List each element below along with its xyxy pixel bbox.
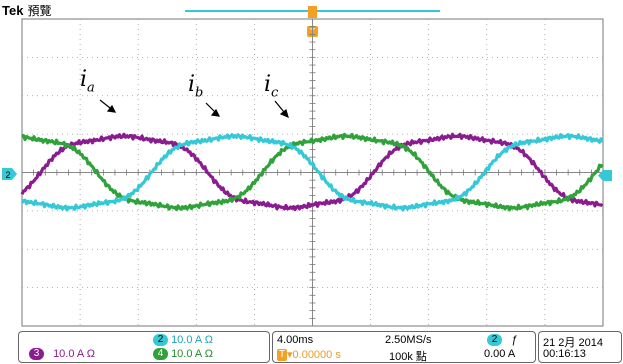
trigger-channel-badge: 2 xyxy=(487,334,502,347)
waveform-ch3-ib xyxy=(20,132,604,212)
date: 21 2月 2014 xyxy=(543,337,603,349)
time: 00:16:13 xyxy=(543,348,586,360)
brand-name: Tek xyxy=(2,3,24,18)
horizontal-scale[interactable]: 4.00ms xyxy=(277,334,314,346)
sample-rate: 2.50MS/s xyxy=(385,334,432,346)
datetime-panel: 21 2月 2014 00:16:13 xyxy=(538,331,622,363)
ch3-setting[interactable]: 3 10.0 A Ω xyxy=(29,348,95,361)
ch3-unit: Ω xyxy=(86,348,95,360)
ch2-scale: 10.0 A xyxy=(171,334,202,346)
graticule xyxy=(21,18,604,327)
channel-settings-panel[interactable]: 2 10.0 A Ω 3 10.0 A Ω 4 10.0 A Ω xyxy=(18,331,270,363)
trigger-level[interactable]: 0.00 A xyxy=(484,348,516,360)
ch3-badge: 3 xyxy=(29,348,44,361)
acquisition-mode: 預覽 xyxy=(27,4,52,18)
waveform-ch2-ia xyxy=(20,133,604,212)
ch2-unit: Ω xyxy=(204,334,213,346)
label-arrows xyxy=(99,99,289,119)
trigger-slope-icon: ƒ xyxy=(511,334,518,346)
horizontal-position[interactable]: T ▾0.00000 s xyxy=(277,348,341,362)
ch4-unit: Ω xyxy=(204,348,213,360)
waveform-ch4-ic xyxy=(21,132,604,212)
position-value: ▾0.00000 s xyxy=(287,349,341,361)
trigger-position-icon: T xyxy=(277,349,287,362)
ch4-badge: 4 xyxy=(153,348,168,361)
brand-header: Tek 預覽 xyxy=(2,2,51,19)
ch2-badge: 2 xyxy=(153,334,168,347)
record-length: 100k 點 xyxy=(389,351,427,363)
trigger-source[interactable]: 2 ƒ xyxy=(487,334,518,347)
ch3-scale: 10.0 A xyxy=(53,348,84,360)
label-ic: ic xyxy=(264,72,279,101)
svg-text:2: 2 xyxy=(5,170,10,180)
label-ib: ib xyxy=(188,72,204,101)
ch2-setting[interactable]: 2 10.0 A Ω xyxy=(153,334,213,347)
ch2-right-marker xyxy=(598,170,612,181)
timebase-panel[interactable]: 4.00ms 2.50MS/s 2 ƒ T ▾0.00000 s 100k 點 0… xyxy=(272,331,536,363)
ch4-scale: 10.0 A xyxy=(171,348,202,360)
label-ia: ia xyxy=(80,67,95,96)
ch2-ground-marker: 2 xyxy=(2,168,17,180)
ch4-setting[interactable]: 4 10.0 A Ω xyxy=(153,348,213,361)
